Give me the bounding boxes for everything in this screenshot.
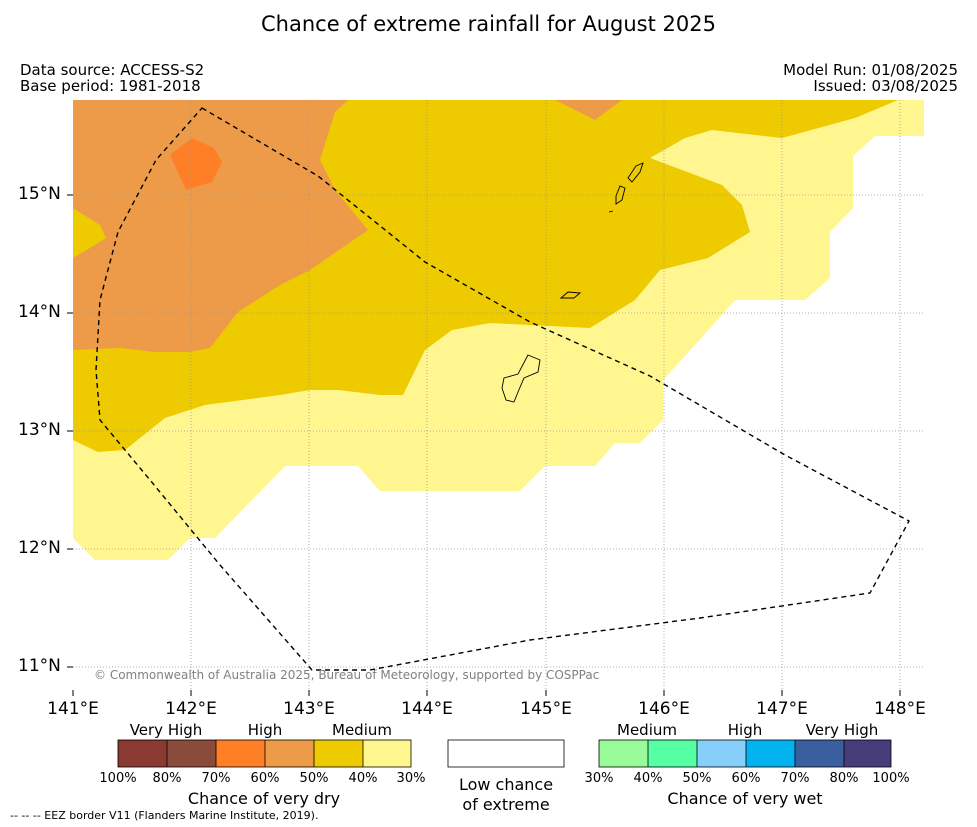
- map-title: Chance of extreme rainfall for August 20…: [261, 12, 716, 36]
- lon-tick-label: 145°E: [520, 699, 572, 719]
- wet-tick-label: 60%: [731, 771, 761, 786]
- guam-island: [501, 354, 541, 403]
- lat-tick-label: 14°N: [18, 302, 61, 322]
- wet-colorbar-title: Chance of very wet: [667, 789, 823, 808]
- lat-tick-label: 11°N: [18, 656, 61, 676]
- dry-category-label: High: [247, 721, 283, 739]
- dry-category-label: Medium: [332, 721, 392, 739]
- dry-tick-label: 40%: [348, 771, 378, 786]
- eez-border: [95, 107, 910, 671]
- lon-tick-label: 141°E: [47, 699, 99, 719]
- rota-island: [559, 291, 582, 299]
- issued-date: Issued: 03/08/2025: [813, 77, 958, 95]
- medium-dry-notch: [73, 208, 106, 258]
- wet-swatch: [746, 740, 795, 767]
- islands: [501, 162, 644, 403]
- wet-swatch: [599, 740, 648, 767]
- wet-tick-label: 100%: [872, 771, 910, 786]
- wet-swatch: [844, 740, 891, 767]
- dry-swatch: [216, 740, 265, 767]
- lon-tick-label: 148°E: [874, 699, 926, 719]
- dry-tick-label: 50%: [299, 771, 329, 786]
- lon-tick-label: 143°E: [283, 699, 335, 719]
- dry-colorbar-title: Chance of very dry: [187, 789, 341, 808]
- wet-swatch: [648, 740, 697, 767]
- dry-colorbar: [117, 739, 412, 768]
- dry-tick-label: 60%: [250, 771, 280, 786]
- dry-tick-label: 30%: [396, 771, 426, 786]
- tinian-island: [615, 185, 626, 205]
- dry-swatch: [118, 740, 167, 767]
- lon-tick-label: 142°E: [165, 699, 217, 719]
- aguijan-island: [608, 210, 614, 213]
- wet-tick-label: 40%: [633, 771, 663, 786]
- lat-tick-label: 13°N: [18, 420, 61, 440]
- dry-category-label: Very High: [129, 721, 203, 739]
- high-dry-region: [170, 138, 222, 190]
- low-chance-swatch: [447, 739, 565, 768]
- dry-tick-label: 70%: [201, 771, 231, 786]
- saipan-island: [627, 162, 644, 183]
- wet-swatch: [697, 740, 746, 767]
- moderate-dry-region-north: [555, 100, 622, 120]
- low-chance-label-line2: of extreme: [462, 795, 550, 814]
- dry-swatch: [363, 740, 411, 767]
- wet-swatch: [795, 740, 844, 767]
- low-chance-label-line1: Low chance: [458, 775, 554, 794]
- base-period: Base period: 1981-2018: [20, 77, 201, 95]
- wet-tick-label: 80%: [829, 771, 859, 786]
- wet-tick-label: 30%: [584, 771, 614, 786]
- data-source: Data source: ACCESS-S2: [20, 61, 205, 79]
- lon-tick-label: 147°E: [756, 699, 808, 719]
- copyright-notice: © Commonwealth of Australia 2025, Bureau…: [94, 668, 600, 682]
- lat-tick-label: 15°N: [18, 184, 61, 204]
- dry-swatch: [265, 740, 314, 767]
- dry-swatch: [314, 740, 363, 767]
- dry-swatch: [167, 740, 216, 767]
- dry-tick-label: 100%: [99, 771, 137, 786]
- lat-tick-label: 12°N: [18, 538, 61, 558]
- lon-tick-label: 146°E: [638, 699, 690, 719]
- wet-tick-label: 50%: [682, 771, 712, 786]
- eez-footnote: -- -- -- EEZ border V11 (Flanders Marine…: [10, 809, 319, 822]
- wet-category-label: Medium: [617, 721, 677, 739]
- wet-colorbar: [598, 739, 892, 768]
- lon-tick-label: 144°E: [401, 699, 453, 719]
- grid-lines: [73, 100, 924, 690]
- dry-tick-label: 80%: [152, 771, 182, 786]
- wet-tick-label: 70%: [780, 771, 810, 786]
- axis-ticks: [67, 194, 901, 696]
- model-run: Model Run: 01/08/2025: [783, 61, 958, 79]
- moderate-dry-region: [73, 100, 368, 352]
- wet-category-label: High: [727, 721, 763, 739]
- wet-category-label: Very High: [805, 721, 879, 739]
